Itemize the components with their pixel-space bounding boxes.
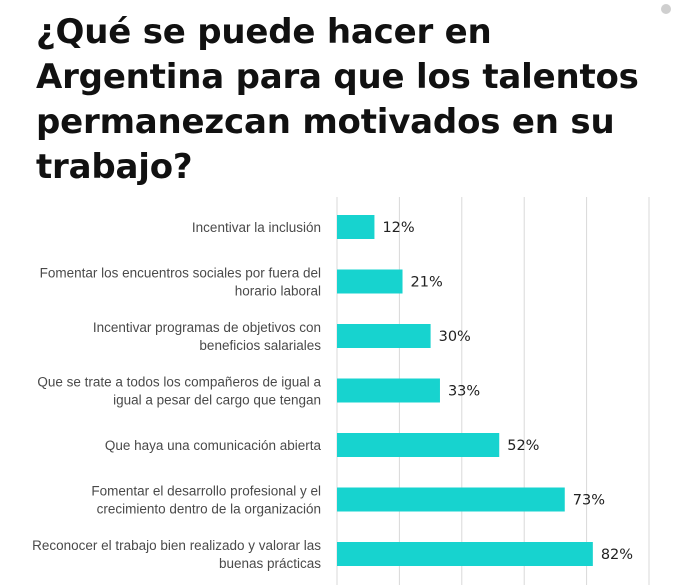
- category-label: crecimiento dentro de la organización: [97, 502, 321, 517]
- bar: [337, 487, 565, 512]
- data-label: 30%: [439, 329, 471, 345]
- category-label: Incentivar la inclusión: [192, 220, 321, 235]
- category-label: beneficios salariales: [199, 338, 321, 353]
- category-label: Fomentar los encuentros sociales por fue…: [40, 266, 321, 281]
- data-label: 33%: [448, 384, 480, 400]
- category-label: Incentivar programas de objetivos con: [93, 320, 321, 335]
- bar: [337, 215, 375, 239]
- corner-mark: [661, 4, 671, 14]
- bar: [337, 324, 431, 348]
- chart-title: ¿Qué se puede hacer en Argentina para qu…: [36, 12, 639, 187]
- category-label: Reconocer el trabajo bien realizado y va…: [32, 538, 321, 553]
- category-label: Que se trate a todos los compañeros de i…: [37, 375, 321, 390]
- data-label: 82%: [601, 547, 633, 563]
- category-label: horario laboral: [235, 284, 321, 299]
- bar: [337, 433, 500, 457]
- category-label: Fomentar el desarrollo profesional y el: [91, 484, 321, 499]
- data-label: 21%: [411, 275, 443, 291]
- category-label: igual a pesar del cargo que tengan: [113, 393, 321, 408]
- bar: [337, 378, 440, 403]
- bar: [337, 269, 403, 294]
- data-label: 52%: [507, 438, 539, 454]
- data-label: 73%: [573, 493, 605, 509]
- category-label: Que haya una comunicación abierta: [105, 438, 322, 453]
- bar: [337, 542, 593, 566]
- category-label: buenas prácticas: [219, 556, 321, 571]
- data-label: 12%: [382, 220, 414, 236]
